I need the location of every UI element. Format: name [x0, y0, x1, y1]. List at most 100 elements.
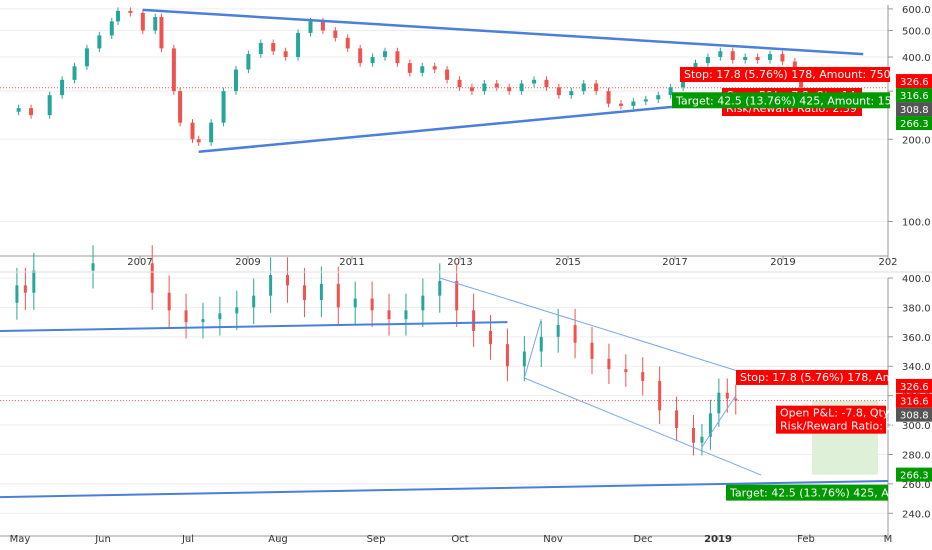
candle — [271, 43, 276, 52]
candle — [140, 12, 145, 31]
x-tick-label: 2013 — [447, 257, 472, 268]
candle — [387, 310, 391, 320]
candle — [84, 48, 89, 67]
x-tick-label: 2011 — [339, 257, 364, 268]
channel-line — [524, 377, 762, 476]
risk-reward-label: Risk/Reward Ratio: 2 — [780, 420, 893, 433]
candle — [209, 122, 214, 143]
candle — [544, 79, 549, 88]
y-tick-label: 600.0 — [902, 5, 931, 16]
price-tag — [896, 393, 932, 408]
price-tag — [896, 407, 932, 422]
x-tick-label: 2007 — [127, 257, 152, 268]
y-tick-label: 340.0 — [902, 362, 931, 373]
candle — [345, 37, 350, 49]
candle — [472, 310, 476, 331]
candle — [171, 48, 176, 92]
chart-panel-bottom: 400.0380.0360.0340.0320.0300.0280.0260.0… — [0, 245, 932, 545]
price-tag-label: 266.3 — [900, 119, 929, 130]
stop-label: Stop: 17.8 (5.76%) 178, Am — [740, 371, 893, 384]
price-tag-label: 316.6 — [900, 397, 929, 408]
candle — [184, 310, 188, 323]
candle — [717, 392, 721, 414]
candle — [109, 21, 114, 36]
candle — [319, 283, 323, 301]
candle — [643, 99, 648, 102]
candle — [780, 54, 785, 62]
candle — [336, 283, 340, 308]
x-tick-label: 202 — [878, 257, 897, 268]
candle — [221, 91, 226, 123]
trendline — [0, 321, 508, 332]
candle — [233, 69, 238, 92]
y-tick-label: 400.0 — [902, 53, 931, 64]
candle — [370, 298, 374, 311]
y-tick-label: 100.0 — [902, 218, 931, 229]
candle — [23, 285, 27, 293]
candle — [201, 319, 205, 323]
price-tag — [896, 88, 932, 103]
candle — [445, 69, 450, 80]
candle — [167, 292, 171, 311]
candle — [734, 398, 738, 401]
y-tick-label: 240.0 — [902, 509, 931, 520]
candle — [505, 344, 509, 367]
candle — [556, 325, 560, 337]
price-tag-label: 308.8 — [900, 411, 929, 422]
candle — [730, 51, 735, 61]
candle — [420, 66, 425, 73]
candle — [72, 66, 77, 80]
candle — [482, 83, 487, 92]
candle — [594, 83, 599, 92]
stop-label: Stop: 17.8 (5.76%) 178, Amount: 750.0 — [684, 68, 901, 81]
candle — [624, 369, 628, 373]
candle — [691, 428, 695, 443]
target-box — [726, 484, 888, 501]
price-tag-label: 266.3 — [900, 471, 929, 482]
candle — [590, 342, 594, 359]
x-tick-label: 2009 — [235, 257, 260, 268]
x-tick-label: 2015 — [555, 257, 580, 268]
candle — [395, 51, 400, 64]
candle — [432, 66, 437, 70]
candle — [196, 139, 201, 143]
price-tag-label: 316.6 — [900, 91, 929, 102]
price-tag-label: 308.8 — [900, 105, 929, 116]
candle — [97, 35, 102, 49]
target-label: Target: 42.5 (13.76%) 425, A — [729, 487, 889, 500]
candle — [190, 122, 195, 140]
candle — [16, 108, 21, 112]
candle — [333, 30, 338, 38]
candle — [768, 54, 773, 61]
price-tag-label: 326.6 — [900, 77, 929, 88]
candle — [150, 263, 154, 293]
candle — [725, 392, 729, 399]
candle — [494, 83, 499, 88]
price-tag — [896, 378, 932, 393]
candle — [159, 17, 164, 49]
candle — [656, 95, 661, 100]
y-tick-label: 360.0 — [902, 333, 931, 344]
candle — [421, 295, 425, 311]
candle — [469, 87, 474, 92]
candle — [320, 21, 325, 31]
candle — [573, 325, 577, 343]
open-pl-label: Open P&L: -7.8, Qty — [780, 407, 890, 420]
price-tag — [896, 102, 932, 117]
candle — [29, 108, 34, 116]
candle — [522, 351, 526, 367]
candle — [507, 87, 512, 92]
y-tick-label: 380.0 — [902, 303, 931, 314]
candle — [631, 101, 636, 106]
price-tag-label: 326.6 — [900, 382, 929, 393]
candle — [438, 280, 442, 296]
candle — [286, 275, 290, 286]
candle — [581, 83, 586, 92]
candle — [519, 83, 524, 92]
candle — [252, 295, 256, 308]
plot-area — [0, 5, 888, 248]
candle — [32, 270, 36, 293]
y-tick-label: 400.0 — [902, 274, 931, 285]
candle — [607, 358, 611, 370]
